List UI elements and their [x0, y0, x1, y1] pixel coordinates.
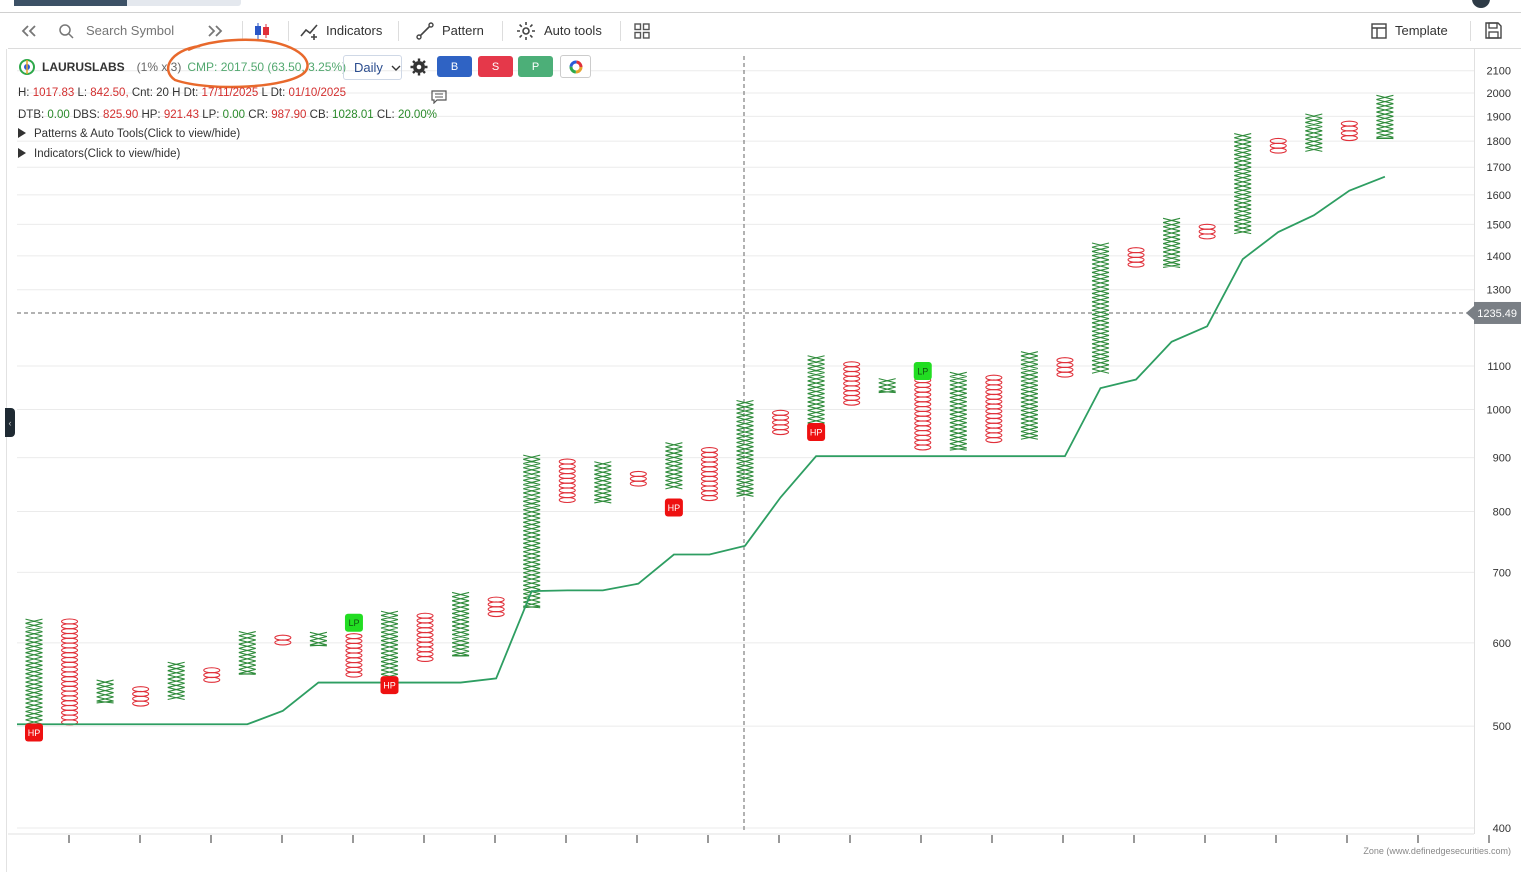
expand-triangle-icon [18, 148, 26, 158]
color-wheel-button[interactable] [560, 55, 591, 78]
cb-label: CB: [309, 109, 329, 121]
cr-value: 987.90 [271, 109, 307, 121]
double-chevron-right-icon [208, 24, 223, 37]
toolbar-divider [288, 21, 289, 41]
footer-credit: Zone (www.definedgesecurities.com) [1363, 846, 1511, 856]
expand-right-button[interactable] [206, 13, 224, 48]
toolbar-divider [502, 21, 503, 41]
color-wheel-icon [569, 60, 582, 73]
search-box[interactable] [58, 13, 198, 48]
save-icon [1485, 22, 1502, 39]
chevron-left-icon: ‹ [8, 417, 12, 428]
candlestick-icon [255, 22, 269, 39]
low-value: 842.50, [90, 87, 129, 99]
cl-label: CL: [376, 109, 395, 121]
browser-top-strip [0, 0, 1521, 13]
indicators-toggle[interactable]: Indicators(Click to view/hide) [18, 148, 180, 160]
lp-label: LP: [202, 109, 220, 121]
stats-row-2: DTB: 0.00 DBS: 825.90 HP: 921.43 LP: 0.0… [18, 109, 437, 121]
low-label: L: [77, 87, 88, 99]
count-value: Cnt: 20 [131, 87, 169, 99]
avatar[interactable] [1472, 0, 1490, 8]
auto-tools-label: Auto tools [544, 23, 602, 38]
high-date-value: 17/11/2025 [201, 87, 259, 99]
chart-type-button[interactable] [252, 13, 272, 48]
toolbar-divider [620, 21, 621, 41]
dtb-value: 0.00 [47, 109, 70, 121]
hp-label: HP: [141, 109, 161, 121]
search-input[interactable] [84, 22, 198, 39]
side-panel-toggle[interactable]: ‹ [5, 408, 15, 437]
indicators-toggle-label: Indicators(Click to view/hide) [34, 148, 181, 160]
current-market-price: CMP: 2017.50 (63.50, 3.25%) [187, 60, 347, 74]
search-icon [59, 23, 74, 39]
double-chevron-left-icon [21, 24, 36, 37]
patterns-toggle-label: Patterns & Auto Tools(Click to view/hide… [34, 128, 241, 140]
lp-value: 0.00 [222, 109, 246, 121]
settings-gear-icon[interactable] [410, 58, 428, 76]
symbol-name[interactable]: LAURUSLABS [42, 60, 125, 74]
dtb-label: DTB: [18, 109, 45, 121]
template-button[interactable]: Template [1371, 13, 1448, 48]
high-label: H: [18, 87, 30, 99]
toolbar-divider [398, 21, 399, 41]
dbs-label: DBS: [73, 109, 100, 121]
stats-row-1: H: 1017.83 L: 842.50, Cnt: 20 H Dt: 17/1… [18, 87, 346, 99]
cr-label: CR: [248, 109, 269, 121]
template-label: Template [1395, 23, 1448, 38]
low-date-label: L Dt: [261, 87, 286, 99]
comment-icon[interactable] [431, 90, 447, 104]
gear-icon [517, 21, 535, 40]
low-date-value: 01/10/2025 [288, 87, 347, 99]
p-button[interactable]: P [518, 56, 553, 77]
layout-button[interactable] [634, 13, 650, 48]
patterns-toggle[interactable]: Patterns & Auto Tools(Click to view/hide… [18, 128, 240, 140]
buy-button[interactable]: B [437, 56, 472, 77]
hp-value: 921.43 [163, 109, 199, 121]
expand-triangle-icon [18, 128, 26, 138]
auto-tools-button[interactable]: Auto tools [516, 13, 602, 48]
cb-value: 1028.01 [332, 109, 374, 121]
interval-select[interactable]: Daily [343, 55, 402, 80]
cl-value: 20.00% [397, 109, 437, 121]
sell-button[interactable]: S [478, 56, 513, 77]
brand-logo-icon [19, 59, 35, 75]
toolbar-divider [1470, 21, 1471, 41]
indicators-icon [300, 23, 318, 40]
indicators-label: Indicators [326, 23, 383, 38]
template-icon [1371, 22, 1387, 39]
high-date-label: H Dt: [172, 87, 199, 99]
save-button[interactable] [1485, 13, 1502, 48]
chart-area[interactable] [6, 49, 1521, 872]
tab-active-indicator [14, 0, 127, 6]
price-axis[interactable] [1474, 49, 1521, 834]
interval-value: Daily [354, 60, 383, 75]
symbol-header: LAURUSLABS (1% x 3) CMP: 2017.50 (63.50,… [18, 55, 346, 79]
grid-icon [634, 22, 650, 39]
chevron-down-icon [391, 65, 401, 71]
box-multiplier: (1% x 3) [136, 60, 182, 74]
toolbar-divider [242, 21, 243, 41]
dbs-value: 825.90 [103, 109, 139, 121]
pattern-button[interactable]: Pattern [416, 13, 484, 48]
tab-indicator [14, 0, 241, 6]
pattern-label: Pattern [442, 23, 484, 38]
indicators-button[interactable]: Indicators [300, 13, 382, 48]
high-value: 1017.83 [32, 87, 75, 99]
pattern-icon [416, 21, 434, 40]
collapse-left-button[interactable] [20, 13, 38, 48]
top-toolbar: Indicators Pattern Auto tools Template [8, 13, 1521, 49]
